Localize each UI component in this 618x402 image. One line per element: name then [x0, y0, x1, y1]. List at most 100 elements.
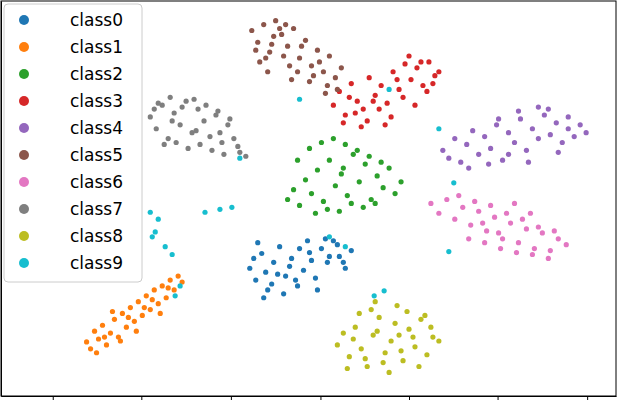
- point: [363, 356, 368, 361]
- point: [379, 160, 384, 165]
- point: [428, 325, 433, 330]
- point: [261, 22, 266, 27]
- point: [313, 275, 318, 280]
- point: [335, 242, 340, 247]
- point: [180, 105, 185, 110]
- point: [566, 114, 571, 119]
- point: [556, 150, 561, 155]
- point: [396, 332, 401, 337]
- point: [84, 339, 89, 344]
- point: [500, 236, 505, 241]
- legend-marker: [19, 96, 29, 106]
- point: [168, 277, 173, 282]
- point: [315, 287, 320, 292]
- x-tick-mark: [498, 396, 499, 400]
- point: [365, 364, 370, 369]
- legend-marker: [19, 150, 29, 160]
- point: [552, 228, 557, 233]
- point: [353, 110, 358, 115]
- point: [482, 240, 487, 245]
- point: [381, 360, 386, 365]
- point: [359, 124, 364, 129]
- point: [506, 152, 511, 157]
- point: [424, 352, 429, 357]
- point: [152, 106, 157, 111]
- point: [387, 370, 392, 375]
- point: [394, 77, 399, 82]
- point: [339, 65, 344, 70]
- legend-label: class5: [70, 145, 123, 165]
- point: [335, 87, 340, 92]
- point: [504, 211, 509, 216]
- x-tick: [498, 396, 499, 400]
- point: [446, 156, 451, 161]
- point: [548, 132, 553, 137]
- point: [528, 211, 533, 216]
- point: [156, 217, 161, 222]
- legend-label: class7: [70, 199, 123, 219]
- point: [430, 334, 435, 339]
- point: [564, 242, 569, 247]
- point: [170, 252, 175, 257]
- point: [530, 126, 535, 131]
- point: [277, 26, 282, 31]
- point: [297, 246, 302, 251]
- point: [369, 307, 374, 312]
- point: [396, 87, 401, 92]
- point: [472, 199, 477, 204]
- point: [371, 332, 376, 337]
- point: [144, 293, 149, 298]
- point: [414, 65, 419, 70]
- point: [343, 112, 348, 117]
- point: [492, 215, 497, 220]
- point: [307, 250, 312, 255]
- point: [153, 229, 158, 234]
- point: [381, 185, 386, 190]
- point: [178, 122, 183, 127]
- legend-label: class3: [70, 91, 123, 111]
- point: [273, 18, 278, 23]
- point: [178, 283, 183, 288]
- point: [163, 244, 168, 249]
- point: [560, 140, 565, 145]
- point: [271, 260, 276, 265]
- point: [156, 301, 161, 306]
- point: [466, 165, 471, 170]
- point: [428, 201, 433, 206]
- point: [349, 248, 354, 253]
- legend-label: class8: [70, 226, 123, 246]
- point: [295, 69, 300, 74]
- point: [556, 236, 561, 241]
- point: [297, 55, 302, 60]
- point: [372, 293, 377, 298]
- point: [351, 152, 356, 157]
- point: [536, 136, 541, 141]
- point: [289, 256, 294, 261]
- point: [176, 274, 181, 279]
- point: [166, 285, 171, 290]
- point: [154, 126, 159, 131]
- point: [219, 140, 224, 145]
- point: [420, 83, 425, 88]
- point: [359, 346, 364, 351]
- chart: class0class1class2class3class4class5clas…: [0, 0, 618, 402]
- point: [526, 160, 531, 165]
- point: [168, 95, 173, 100]
- point: [444, 197, 449, 202]
- point: [207, 134, 212, 139]
- point: [388, 338, 393, 343]
- point: [382, 288, 387, 293]
- point: [253, 277, 258, 282]
- point: [317, 59, 322, 64]
- point: [482, 134, 487, 139]
- point: [373, 299, 378, 304]
- point: [337, 209, 342, 214]
- point: [297, 203, 302, 208]
- point: [303, 38, 308, 43]
- point: [402, 61, 407, 66]
- point: [201, 118, 206, 123]
- point: [333, 183, 338, 188]
- series-points: [428, 193, 569, 261]
- point: [418, 317, 423, 322]
- point: [426, 59, 431, 64]
